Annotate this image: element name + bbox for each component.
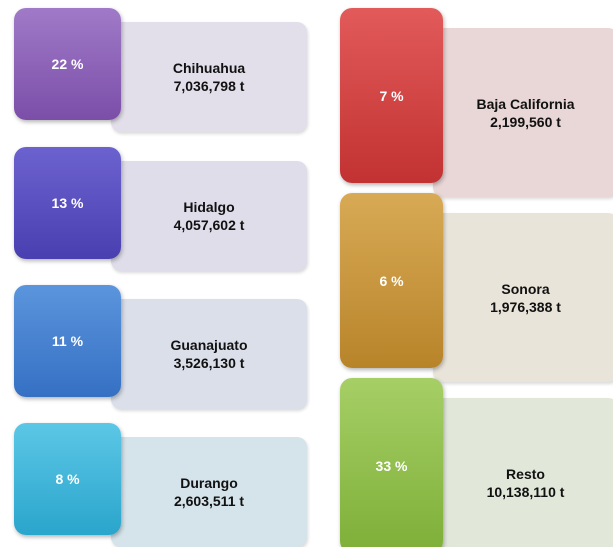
percent-tile: 6 % [340, 193, 443, 368]
state-name: Chihuahua [172, 60, 246, 76]
state-name: Resto [506, 465, 545, 482]
state-amount: 2,199,560 t [490, 113, 561, 130]
percent-tile: 11 % [14, 285, 121, 397]
state-name: Sonora [501, 280, 550, 297]
state-amount: 1,976,388 t [490, 298, 561, 315]
state-amount: 4,057,602 t [173, 217, 245, 233]
state-amount: 7,036,798 t [173, 78, 245, 94]
percent-value: 8 % [55, 471, 80, 487]
state-name: Hidalgo [183, 199, 235, 215]
state-amount: 10,138,110 t [486, 483, 565, 500]
percent-value: 11 % [51, 333, 84, 349]
state-amount: 3,526,130 t [173, 355, 245, 371]
state-label: Hidalgo 4,057,602 t [111, 161, 307, 271]
state-label: Guanajuato 3,526,130 t [111, 299, 307, 409]
percent-tile: 13 % [14, 147, 121, 259]
percent-value: 13 % [51, 195, 84, 211]
percent-value: 33 % [375, 457, 408, 474]
percent-value: 6 % [379, 272, 404, 289]
state-label: Sonora 1,976,388 t [433, 213, 613, 382]
percent-tile: 7 % [340, 8, 443, 183]
state-amount: 2,603,511 t [173, 493, 245, 509]
percent-value: 22 % [51, 56, 84, 72]
state-label: Chihuahua 7,036,798 t [111, 22, 307, 132]
percent-tile: 33 % [340, 378, 443, 547]
percent-tile: 22 % [14, 8, 121, 120]
state-name: Baja California [476, 95, 575, 112]
state-name: Guanajuato [170, 337, 248, 353]
state-label: Durango 2,603,511 t [111, 437, 307, 547]
percent-tile: 8 % [14, 423, 121, 535]
state-label: Resto 10,138,110 t [433, 398, 613, 547]
state-name: Durango [180, 475, 238, 491]
state-label: Baja California 2,199,560 t [433, 28, 613, 197]
percent-value: 7 % [379, 87, 404, 104]
